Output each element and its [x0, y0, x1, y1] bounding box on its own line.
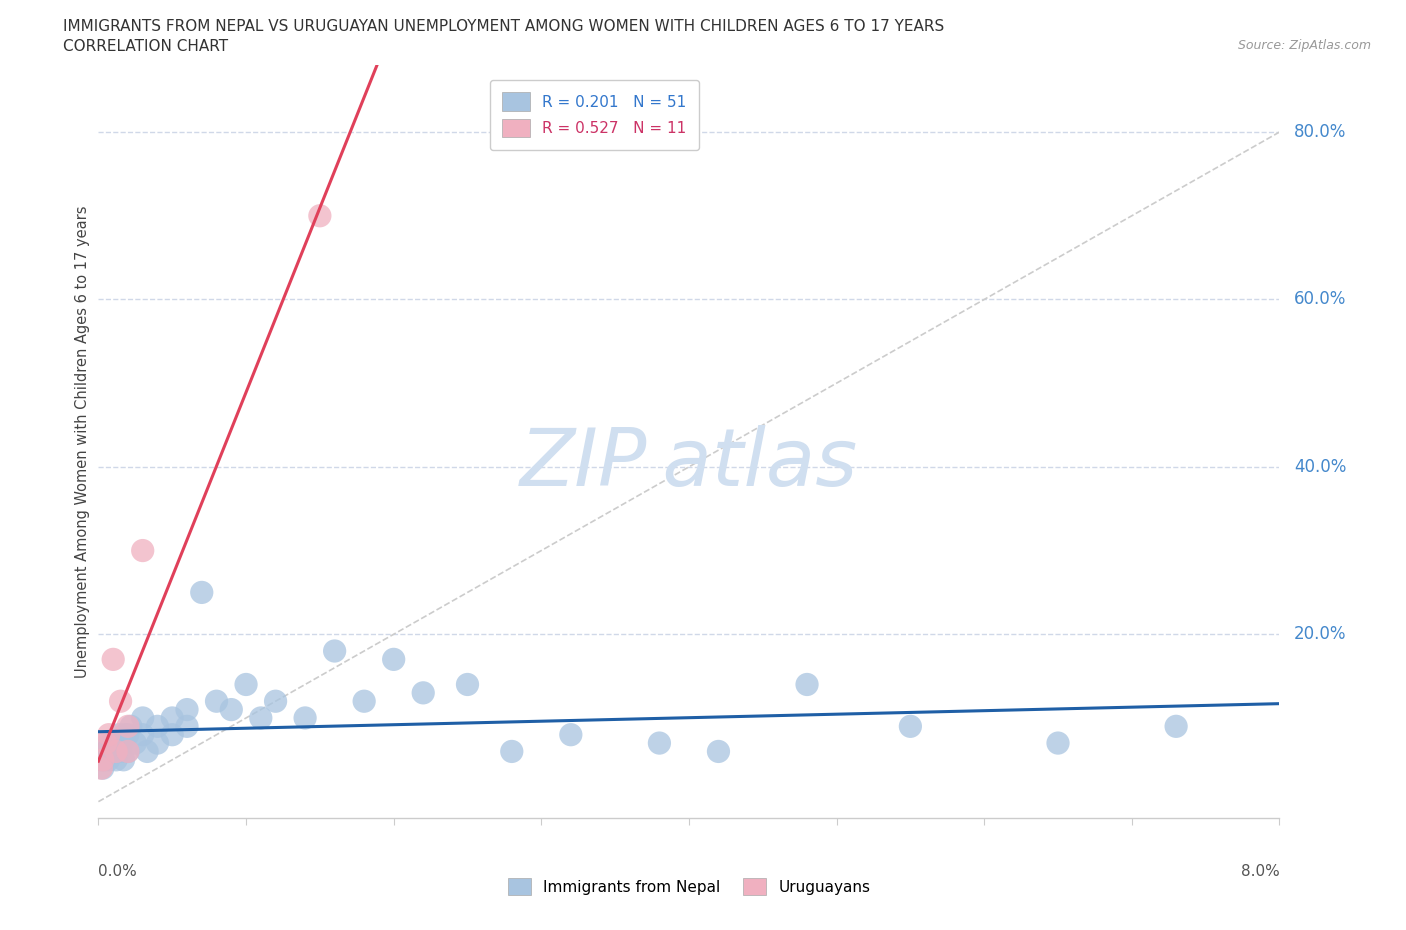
Point: [98, 744, 121, 759]
Point: [382, 652, 405, 667]
Point: [97, 736, 120, 751]
Point: [900, 719, 922, 734]
Point: [146, 719, 169, 734]
Point: [146, 736, 169, 751]
Point: [110, 694, 132, 709]
Point: [560, 727, 582, 742]
Text: Source: ZipAtlas.com: Source: ZipAtlas.com: [1237, 39, 1371, 52]
Text: 20.0%: 20.0%: [1295, 625, 1347, 644]
Point: [97, 727, 120, 742]
Point: [176, 702, 198, 717]
Point: [309, 208, 332, 223]
Text: CORRELATION CHART: CORRELATION CHART: [63, 39, 228, 54]
Point: [264, 694, 287, 709]
Point: [796, 677, 818, 692]
Point: [108, 727, 131, 742]
Point: [114, 727, 136, 742]
Point: [96, 744, 118, 759]
Y-axis label: Unemployment Among Women with Children Ages 6 to 17 years: Unemployment Among Women with Children A…: [75, 206, 90, 678]
Text: IMMIGRANTS FROM NEPAL VS URUGUAYAN UNEMPLOYMENT AMONG WOMEN WITH CHILDREN AGES 6: IMMIGRANTS FROM NEPAL VS URUGUAYAN UNEMP…: [63, 19, 945, 33]
Point: [501, 744, 523, 759]
Text: 60.0%: 60.0%: [1295, 290, 1347, 309]
Point: [110, 744, 132, 759]
Point: [107, 736, 129, 751]
Point: [100, 736, 122, 751]
Point: [191, 585, 214, 600]
Point: [323, 644, 346, 658]
Point: [132, 543, 155, 558]
Point: [94, 744, 117, 759]
Point: [103, 736, 125, 751]
Point: [117, 727, 139, 742]
Point: [97, 752, 120, 767]
Point: [117, 744, 139, 759]
Point: [294, 711, 316, 725]
Point: [103, 744, 125, 759]
Point: [105, 744, 128, 759]
Point: [117, 744, 139, 759]
Point: [91, 761, 114, 776]
Point: [112, 752, 135, 767]
Point: [117, 719, 139, 734]
Point: [176, 719, 198, 734]
Point: [90, 761, 112, 776]
Point: [91, 752, 114, 767]
Text: 8.0%: 8.0%: [1240, 865, 1279, 880]
Point: [162, 727, 183, 742]
Point: [94, 736, 117, 751]
Point: [132, 727, 155, 742]
Text: 40.0%: 40.0%: [1295, 458, 1347, 476]
Point: [105, 752, 128, 767]
Point: [1046, 736, 1070, 751]
Point: [707, 744, 730, 759]
Point: [120, 719, 142, 734]
Point: [648, 736, 671, 751]
Point: [90, 752, 112, 767]
Point: [136, 744, 159, 759]
Point: [235, 677, 257, 692]
Point: [111, 736, 134, 751]
Point: [162, 711, 183, 725]
Text: ZIP atlas: ZIP atlas: [520, 425, 858, 503]
Point: [412, 685, 434, 700]
Point: [1166, 719, 1188, 734]
Point: [93, 752, 115, 767]
Point: [221, 702, 243, 717]
Point: [132, 711, 155, 725]
Point: [353, 694, 375, 709]
Point: [250, 711, 273, 725]
Point: [205, 694, 228, 709]
Point: [124, 736, 146, 751]
Point: [457, 677, 479, 692]
Text: 0.0%: 0.0%: [98, 865, 138, 880]
Text: 80.0%: 80.0%: [1295, 123, 1347, 141]
Point: [103, 652, 125, 667]
Legend: Immigrants from Nepal, Uruguayans: Immigrants from Nepal, Uruguayans: [502, 872, 876, 901]
